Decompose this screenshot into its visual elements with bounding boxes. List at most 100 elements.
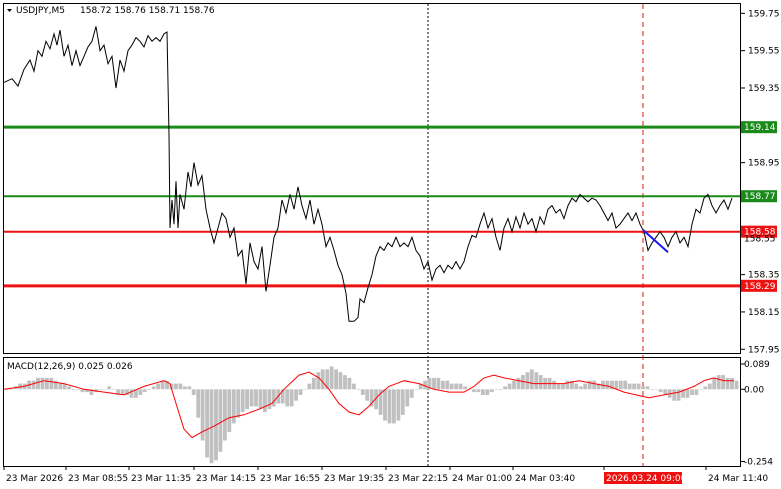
macd-histogram-bar [360,389,365,395]
macd-histogram-bar [587,380,592,390]
macd-histogram-bar [641,386,645,390]
time-tick-label: 24 Mar 03:40 [515,474,575,484]
price-tick-label: 158.15 [748,308,780,318]
macd-histogram-bar [405,389,410,407]
level-158-77-tag-label: 158.77 [744,192,776,202]
macd-histogram-bar [561,383,565,390]
macd-histogram-bar [165,380,169,390]
macd-histogram-bar [570,380,574,390]
macd-histogram-bar [654,389,659,390]
trend-segment[interactable] [642,229,669,253]
macd-histogram-bar [565,380,570,390]
macd-histogram-bar [534,372,539,390]
cursor-time-label: 2026.03.24 09:00 [606,474,687,484]
macd-histogram-bar [218,389,223,452]
macd-histogram-bar [400,389,405,415]
macd-histogram-bar [325,369,330,390]
macd-histogram-bar [489,389,494,393]
time-tick-label: 23 Mar 11:35 [131,474,191,484]
macd-histogram-bar [592,380,596,390]
macd-histogram-bar [111,389,116,390]
macd-histogram-bar [107,386,112,390]
macd-histogram-bar [494,389,499,390]
macd-histogram-bar [303,389,307,390]
macd-histogram-bar [676,389,681,401]
macd-histogram-bar [36,377,40,390]
macd-histogram-bar [316,372,321,390]
macd-histogram-bar [658,389,663,393]
price-tick-label: 158.95 [748,159,780,169]
macd-histogram-bar [427,377,432,390]
macd-histogram-bar [605,380,610,390]
macd-histogram-bar [454,383,459,390]
macd-histogram-bar [178,383,183,390]
symbol-timeframe: USDJPY,M5 [16,6,65,16]
macd-histogram-bar [503,386,507,390]
macd-histogram-bar [196,389,201,418]
macd-histogram-bar [467,389,472,390]
macd-histogram-bar [338,372,343,390]
macd-histogram-bar [583,383,588,390]
macd-histogram-bar [98,389,103,390]
macd-histogram-bar [329,366,334,390]
macd-tick-label: 0.00 [744,385,764,395]
macd-histogram-bar [49,377,54,390]
macd-histogram-bar [672,389,677,401]
macd-histogram-bar [721,375,725,390]
macd-histogram-bar [160,380,165,390]
macd-histogram-bar [85,389,89,393]
macd-histogram-bar [645,386,650,390]
macd-histogram-bar [356,389,361,390]
cursor-time-tag [604,472,682,484]
macd-histogram-bar [191,389,196,395]
macd-histogram-bar [578,386,583,390]
macd-histogram-bar [263,389,267,412]
macd-histogram-bar [223,389,227,441]
macd-histogram-bar [245,389,249,410]
macd-histogram-bar [138,389,143,395]
macd-histogram-bar [76,389,80,390]
macd-histogram-bar [512,380,516,390]
macd-histogram-bar [423,380,427,390]
level-159-14-tag-label: 159.14 [744,123,776,133]
macd-histogram-bar [716,375,721,390]
time-tick-label: 24 Mar 11:40 [708,474,768,484]
macd-histogram-bar [89,389,94,395]
macd-histogram-bar [472,389,476,393]
macd-histogram-bar [556,383,561,390]
macd-histogram-bar [334,369,338,390]
macd-histogram-bar [125,389,129,395]
macd-histogram-bar [694,389,699,395]
macd-histogram-bar [254,389,258,407]
dropdown-triangle-icon[interactable] [7,9,12,12]
macd-histogram-bar [267,389,272,410]
macd-histogram-bar [347,377,352,390]
macd-histogram-bar [681,389,685,398]
macd-histogram-bar [289,389,294,407]
price-pane-frame [3,3,741,354]
macd-histogram-bar [58,383,63,390]
macd-histogram-bar [650,389,654,390]
price-tick-label: 157.95 [748,345,780,355]
macd-histogram-bar [258,389,263,410]
macd-histogram-bar [529,369,534,390]
macd-histogram-bar [374,389,378,410]
macd-histogram-bar [307,383,312,390]
macd-histogram-bar [458,383,463,390]
macd-histogram-bar [53,380,58,390]
macd-histogram-bar [690,389,694,395]
macd-histogram-bar [80,389,85,393]
macd-histogram-bar [45,377,49,390]
macd-histogram-bar [343,375,347,390]
macd-histogram-bar [236,389,241,418]
macd-histogram-bar [231,389,236,424]
macd-histogram-bar [516,377,521,390]
ohlc-values: 158.72 158.76 158.71 158.76 [80,6,215,16]
macd-histogram-bar [685,389,690,398]
macd-histogram-bar [40,377,45,390]
macd-histogram-bar [574,383,579,390]
macd-histogram-bar [730,377,734,390]
time-tick-label: 23 Mar 2026 [6,474,63,484]
macd-tick-label: -0.254 [744,457,773,467]
